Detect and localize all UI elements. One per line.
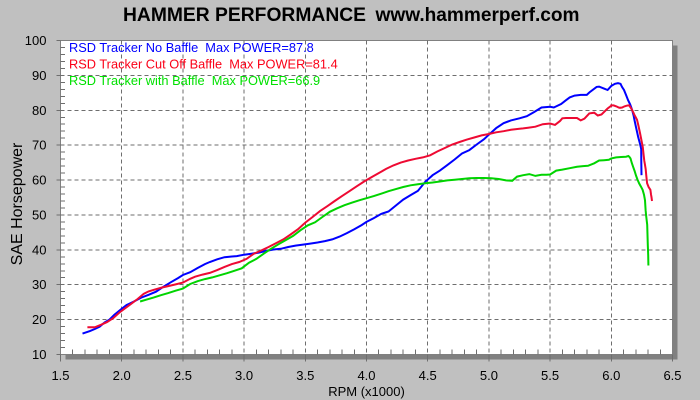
svg-text:6.0: 6.0 [602, 368, 620, 383]
svg-text:4.5: 4.5 [419, 368, 437, 383]
svg-text:30: 30 [32, 277, 46, 292]
svg-text:3.5: 3.5 [296, 368, 314, 383]
svg-text:5.5: 5.5 [541, 368, 559, 383]
svg-text:RSD Tracker Cut Off Baffle Ma: RSD Tracker Cut Off Baffle Max POWER=81.… [69, 56, 338, 71]
svg-text:40: 40 [32, 242, 46, 257]
svg-text:SAE Horsepower: SAE Horsepower [9, 142, 26, 265]
svg-text:1.5: 1.5 [51, 368, 69, 383]
svg-text:3.0: 3.0 [235, 368, 253, 383]
svg-text:RSD Tracker No Baffle Max POW: RSD Tracker No Baffle Max POWER=87.8 [69, 40, 314, 55]
svg-text:5.0: 5.0 [480, 368, 498, 383]
svg-text:10: 10 [32, 347, 46, 362]
svg-text:80: 80 [32, 103, 46, 118]
svg-text:60: 60 [32, 173, 46, 188]
svg-text:RPM (x1000): RPM (x1000) [328, 384, 405, 399]
svg-text:90: 90 [32, 68, 46, 83]
svg-text:2.5: 2.5 [174, 368, 192, 383]
svg-text:2.0: 2.0 [113, 368, 131, 383]
svg-text:RSD Tracker with Baffle Max P: RSD Tracker with Baffle Max POWER=66.9 [69, 73, 320, 88]
svg-text:4.0: 4.0 [357, 368, 375, 383]
svg-text:70: 70 [32, 138, 46, 153]
svg-text:6.5: 6.5 [663, 368, 681, 383]
svg-text:50: 50 [32, 207, 46, 222]
svg-text:100: 100 [25, 33, 47, 48]
svg-text:20: 20 [32, 312, 46, 327]
